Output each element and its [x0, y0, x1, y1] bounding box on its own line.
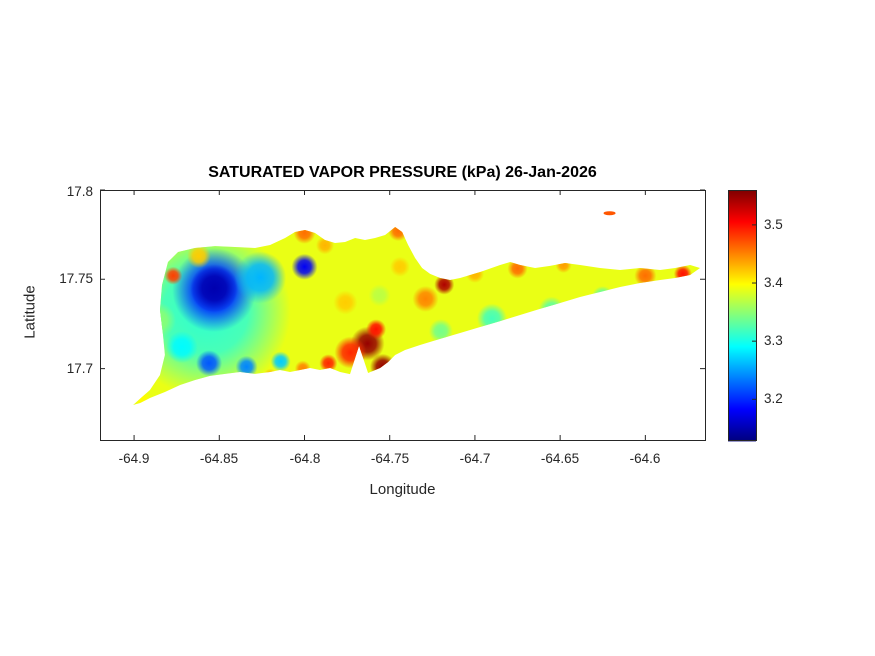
colorbar-tick-label: 3.5	[764, 217, 783, 232]
x-tick-label: -64.85	[199, 451, 239, 466]
x-tick-label: -64.7	[459, 451, 491, 466]
colorbar-tick-label: 3.4	[764, 275, 783, 290]
y-tick-label: 17.75	[59, 271, 93, 286]
chart-title: SATURATED VAPOR PRESSURE (kPa) 26-Jan-20…	[208, 164, 597, 181]
colorbar-tick-label: 3.2	[764, 391, 783, 406]
x-tick-label: -64.65	[540, 451, 580, 466]
y-axis-label: Latitude	[21, 285, 39, 339]
x-tick-label: -64.75	[370, 451, 410, 466]
x-tick-label: -64.6	[629, 451, 661, 466]
x-tick-label: -64.8	[289, 451, 321, 466]
x-axis-label: Longitude	[369, 481, 436, 498]
y-tick-label: 17.7	[66, 361, 93, 376]
x-tick-label: -64.9	[118, 451, 150, 466]
colorbar-tick-label: 3.3	[764, 333, 783, 348]
y-tick-label: 17.8	[66, 184, 93, 199]
